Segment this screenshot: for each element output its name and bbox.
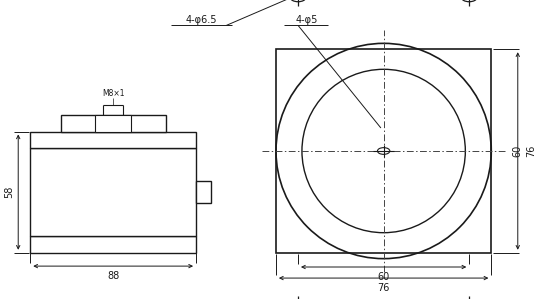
Bar — [61, 115, 166, 132]
Bar — [30, 148, 196, 236]
Text: 4-φ5: 4-φ5 — [295, 16, 317, 25]
Bar — [30, 132, 196, 148]
Text: 58: 58 — [4, 186, 14, 198]
Bar — [276, 49, 491, 253]
Text: M8×1: M8×1 — [102, 89, 124, 98]
Text: 76: 76 — [527, 145, 537, 157]
Text: 76: 76 — [378, 283, 390, 293]
Text: 60: 60 — [512, 145, 522, 157]
Text: 88: 88 — [107, 271, 119, 281]
Bar — [30, 236, 196, 253]
Text: 4-φ6.5: 4-φ6.5 — [185, 16, 217, 25]
Bar — [95, 115, 131, 132]
Text: 60: 60 — [378, 272, 390, 282]
Bar — [95, 115, 131, 132]
Bar — [196, 181, 211, 203]
